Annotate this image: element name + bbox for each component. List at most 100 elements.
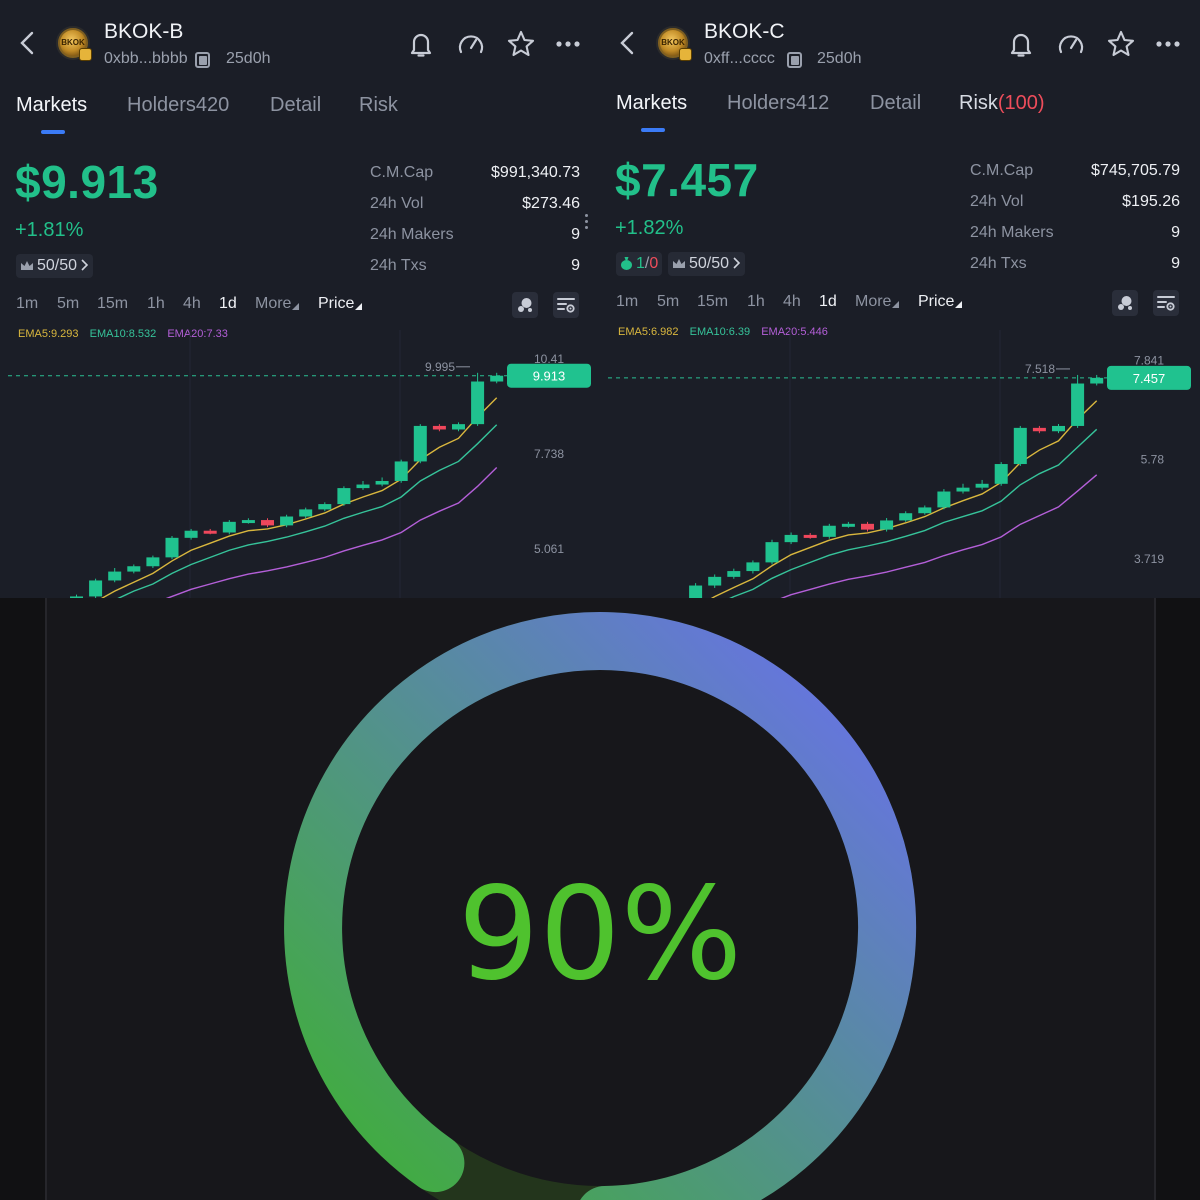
token-logo-text: BKOK <box>61 38 85 47</box>
token-panel-bkok-c: BKOK BKOK-C 0xff...cccc 25d0h Markets Ho… <box>600 0 1200 600</box>
back-arrow-icon[interactable] <box>616 30 640 56</box>
stat-label: C.M.Cap <box>970 162 1034 179</box>
price-label: Price <box>918 293 955 310</box>
chart-settings-icon[interactable] <box>553 292 579 318</box>
timeframe-15m[interactable]: 15m <box>97 295 129 312</box>
ema10-value: EMA10:8.532 <box>89 328 157 340</box>
stat-label: 24h Vol <box>970 193 1024 210</box>
stat-row: 24h Txs 9 <box>970 255 1180 286</box>
ema10-value: EMA10:6.39 <box>689 326 751 338</box>
timeframe-bar: 1m 5m 15m 1h 4h 1d More Price <box>600 288 1200 318</box>
candle-body <box>994 464 1008 484</box>
tab-risk[interactable]: Risk <box>359 94 398 117</box>
contract-address[interactable]: 0xff...cccc <box>704 50 775 67</box>
progress-ring <box>284 612 917 1200</box>
copy-icon[interactable] <box>787 52 802 68</box>
candle-body <box>727 571 741 577</box>
candle-body <box>89 580 103 597</box>
candle-body <box>765 542 779 563</box>
indicator-bubble-icon[interactable] <box>1112 290 1138 316</box>
timeframe-1h[interactable]: 1h <box>147 295 165 312</box>
chart-settings-icon[interactable] <box>1153 290 1179 316</box>
dev-trades-badge[interactable]: 1/0 <box>616 252 663 276</box>
ema20-value: EMA20:7.33 <box>167 328 228 340</box>
stat-label: 24h Makers <box>970 224 1054 241</box>
timeframe-1d[interactable]: 1d <box>219 295 237 312</box>
tab-risk-label: Risk <box>959 92 998 114</box>
timeframe-1h[interactable]: 1h <box>747 293 765 310</box>
current-price-tag-label: 9.913 <box>533 369 566 384</box>
price-label: Price <box>318 295 355 312</box>
more-timeframes-dropdown[interactable]: More <box>855 293 900 311</box>
tab-holders[interactable]: Holders412 <box>727 92 830 114</box>
speedometer-icon[interactable] <box>455 28 487 60</box>
stat-value: 9 <box>571 257 580 274</box>
candle-body <box>432 425 446 430</box>
tab-markets[interactable]: Markets <box>16 94 88 116</box>
tab-holders[interactable]: Holders420 <box>127 94 230 116</box>
progress-percent-label: 90% <box>457 860 743 1009</box>
y-tick-label: 3.719 <box>1134 552 1164 566</box>
y-tick-label: 7.841 <box>1134 353 1164 367</box>
market-stats: C.M.Cap $991,340.73 24h Vol $273.46 24h Ma… <box>370 164 580 288</box>
timeframe-4h[interactable]: 4h <box>783 293 801 310</box>
stat-value: $195.26 <box>1122 193 1180 210</box>
top-holders-badge[interactable]: 50/50 <box>668 252 746 276</box>
progress-ring-fill <box>284 612 917 1200</box>
stat-value: 9 <box>1171 224 1180 241</box>
dropdown-triangle-icon <box>292 303 300 310</box>
timeframe-1m[interactable]: 1m <box>616 293 639 310</box>
indicator-bubble-icon[interactable] <box>512 292 538 318</box>
y-tick-label: 5.78 <box>1141 453 1165 467</box>
tab-risk[interactable]: Risk(100) <box>959 92 1045 115</box>
candle-body <box>784 534 798 543</box>
star-icon[interactable] <box>505 28 537 60</box>
candle-body <box>841 523 855 527</box>
stat-row: C.M.Cap $991,340.73 <box>370 164 580 195</box>
candle-body <box>165 537 179 558</box>
candlestick-chart[interactable]: 7.841 5.78 3.719 7.518 7.457 <box>600 330 1200 600</box>
contract-address[interactable]: 0xbb...bbbb <box>104 50 188 67</box>
stat-row: 24h Makers 9 <box>370 226 580 257</box>
more-timeframes-dropdown[interactable]: More <box>255 295 300 313</box>
timeframe-5m[interactable]: 5m <box>657 293 680 310</box>
speedometer-icon[interactable] <box>1055 28 1087 60</box>
top-holders-badge[interactable]: 50/50 <box>16 254 94 278</box>
price-mode-dropdown[interactable]: Price <box>318 295 363 313</box>
stats-more-icon[interactable] <box>585 214 589 232</box>
timeframe-15m[interactable]: 15m <box>697 293 729 310</box>
star-icon[interactable] <box>1105 28 1137 60</box>
dev-buy-count: 1 <box>636 255 645 272</box>
price-mode-dropdown[interactable]: Price <box>918 293 963 311</box>
stat-label: 24h Txs <box>370 257 427 274</box>
candlestick-chart[interactable]: 10.41 7.738 5.061 9.995 9.913 <box>0 330 600 600</box>
ema5-value: EMA5:6.982 <box>618 326 679 338</box>
bell-icon[interactable] <box>405 28 437 60</box>
stat-row: 24h Txs 9 <box>370 257 580 288</box>
high-price-label: 7.518 <box>1025 362 1055 376</box>
timeframe-1m[interactable]: 1m <box>16 295 39 312</box>
candle-body <box>975 483 989 488</box>
market-stats: C.M.Cap $745,705.79 24h Vol $195.26 24h Ma… <box>970 162 1180 286</box>
tab-detail[interactable]: Detail <box>870 92 922 114</box>
crown-icon <box>673 259 685 268</box>
candle-body <box>261 520 274 526</box>
current-price-tag <box>1107 365 1191 390</box>
candle-body <box>375 480 389 485</box>
timeframe-4h[interactable]: 4h <box>183 295 201 312</box>
more-options-icon[interactable] <box>1153 28 1185 60</box>
token-header: BKOK BKOK-C 0xff...cccc 25d0h <box>600 14 1200 74</box>
stat-row: 24h Vol $195.26 <box>970 193 1180 224</box>
tab-markets[interactable]: Markets <box>616 92 688 114</box>
ema20-value: EMA20:5.446 <box>761 326 828 338</box>
more-options-icon[interactable] <box>553 28 585 60</box>
timeframe-1d[interactable]: 1d <box>819 293 837 310</box>
bell-icon[interactable] <box>1005 28 1037 60</box>
price-change: +1.81% <box>15 219 84 241</box>
progress-gauge-section: 90% <box>0 598 1200 1200</box>
tab-detail[interactable]: Detail <box>270 94 322 116</box>
candle-body <box>822 525 836 537</box>
back-arrow-icon[interactable] <box>16 30 40 56</box>
timeframe-5m[interactable]: 5m <box>57 295 80 312</box>
copy-icon[interactable] <box>195 52 210 68</box>
